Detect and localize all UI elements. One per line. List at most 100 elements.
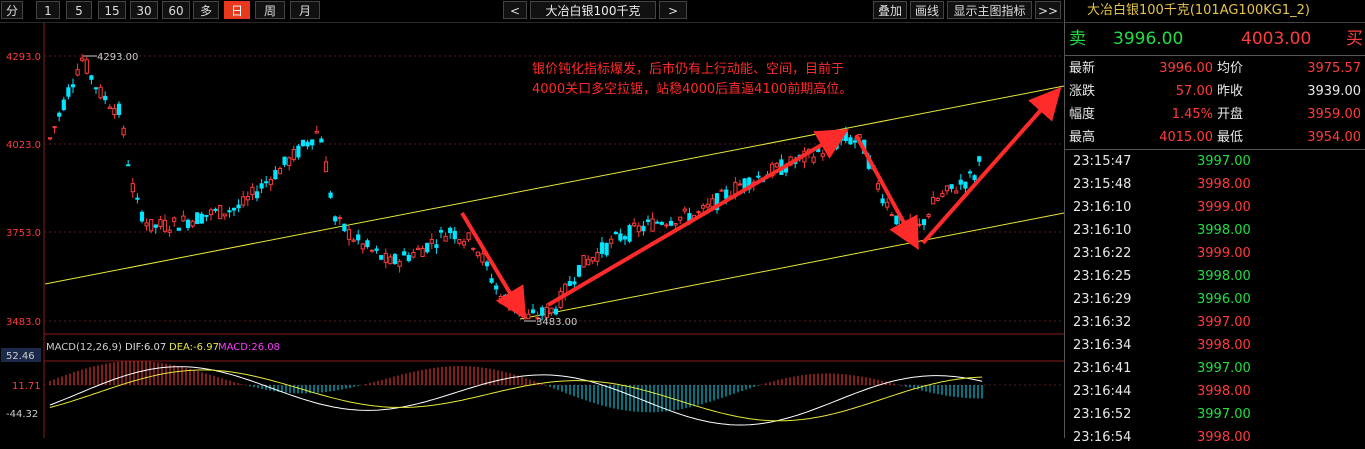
tick-price: 3998.00 xyxy=(1197,223,1251,238)
candle-body xyxy=(673,223,678,226)
candle-body xyxy=(379,255,384,260)
price-label-4293: 4293.0 xyxy=(6,52,41,63)
chart-canvas[interactable]: 4293.0 4023.0 3753.0 3483.0 4293.00 3483… xyxy=(0,23,1065,438)
stat-label: 最高 xyxy=(1069,130,1096,145)
show-main-indicator-button[interactable]: 显示主图指标 xyxy=(947,1,1032,19)
tick-price: 3997.00 xyxy=(1197,154,1251,169)
tick-row: 23:15:47 3997.00 xyxy=(1065,150,1365,173)
macd-dif-line xyxy=(49,366,983,426)
candle-body xyxy=(544,306,549,319)
candle-body xyxy=(967,171,973,174)
period-button-5min[interactable]: 5 xyxy=(66,1,92,19)
tick-time: 23:16:44 xyxy=(1073,384,1132,399)
more-button[interactable]: >> xyxy=(1035,1,1061,19)
candle-body xyxy=(319,138,324,143)
candle-body xyxy=(121,127,126,136)
candle-body xyxy=(158,219,163,227)
candle-body xyxy=(719,189,724,192)
quote-sidebar: 大冶白银100千克(101AG100KG1_2) 卖 3996.00 4003.… xyxy=(1064,0,1365,445)
candle-body xyxy=(250,186,255,196)
candle-body xyxy=(655,221,660,224)
candle-body xyxy=(521,312,526,316)
candle-body xyxy=(374,248,379,251)
period-button-day[interactable]: 日 xyxy=(224,1,250,19)
stat-label: 最新 xyxy=(1069,61,1096,76)
tick-price: 3997.00 xyxy=(1197,315,1251,330)
candle-body xyxy=(397,260,402,267)
period-button-1min[interactable]: 1 xyxy=(36,1,60,19)
upper-trendline xyxy=(44,85,1065,285)
macd-legend-name: MACD(12,26,9) xyxy=(46,342,122,353)
instrument-title: 大冶白银100千克(101AG100KG1_2) xyxy=(1065,0,1365,23)
stat-value: 3975.57 xyxy=(1307,61,1361,76)
candle-body xyxy=(167,229,172,233)
candle-body xyxy=(839,136,844,141)
candle-body xyxy=(70,84,76,88)
candle-body xyxy=(507,303,513,311)
candle-body xyxy=(425,242,430,253)
candle-body xyxy=(190,220,195,227)
candle-body xyxy=(659,222,664,225)
macd-axis-label-mid: 11.71 xyxy=(12,381,41,392)
candle-body xyxy=(958,179,963,185)
candlestick-chart[interactable]: 4293.0 4023.0 3753.0 3483.0 4293.00 3483… xyxy=(0,23,1065,438)
period-button-tick[interactable]: 分 xyxy=(1,1,23,19)
period-button-multi[interactable]: 多 xyxy=(193,1,219,19)
buy-price: 4003.00 xyxy=(1241,29,1312,49)
candle-body xyxy=(98,86,103,99)
tick-row: 23:16:44 3998.00 xyxy=(1065,380,1365,403)
stat-value: 4015.00 xyxy=(1159,130,1213,145)
candle-body xyxy=(89,75,94,80)
candle-body xyxy=(701,205,706,209)
candle-body xyxy=(576,265,582,277)
period-button-30min[interactable]: 30 xyxy=(130,1,158,19)
macd-macd-value: MACD:26.08 xyxy=(218,342,280,353)
candle-body xyxy=(287,157,292,167)
period-button-15min[interactable]: 15 xyxy=(98,1,126,19)
macd-histogram xyxy=(49,360,983,413)
candle-body xyxy=(365,240,370,248)
draw-line-button[interactable]: 画线 xyxy=(910,1,944,19)
next-symbol-button[interactable]: > xyxy=(659,1,687,19)
candle-body xyxy=(75,69,80,76)
candle-body xyxy=(222,213,227,217)
candle-body xyxy=(448,227,453,234)
candle-body xyxy=(218,205,223,220)
candle-body xyxy=(581,255,586,268)
candle-body xyxy=(618,233,623,241)
tick-time: 23:16:10 xyxy=(1073,200,1132,215)
candle-body xyxy=(917,223,922,226)
candle-body xyxy=(632,222,637,227)
candle-body xyxy=(530,309,536,314)
candle-body xyxy=(848,137,853,145)
symbol-title: 大冶白银100千克 xyxy=(530,1,656,19)
candle-body xyxy=(434,244,439,248)
candle-body xyxy=(84,59,89,74)
candle-body xyxy=(144,222,149,227)
candle-body xyxy=(461,241,467,246)
high-marker-label: 4293.00 xyxy=(97,52,138,63)
prev-symbol-button[interactable]: < xyxy=(503,1,527,19)
tick-list[interactable]: 23:15:47 3997.00 23:15:48 3998.00 23:16:10 39… xyxy=(1065,150,1365,449)
candle-body xyxy=(475,251,480,257)
candle-body xyxy=(811,156,816,163)
tick-time: 23:15:47 xyxy=(1073,154,1132,169)
candle-body xyxy=(613,231,618,235)
candle-body xyxy=(567,281,572,286)
overlay-button[interactable]: 叠加 xyxy=(873,1,907,19)
candle-body xyxy=(388,256,393,265)
candle-body xyxy=(443,235,448,242)
candle-body xyxy=(549,307,554,314)
candle-body xyxy=(737,183,743,186)
buy-label: 买 xyxy=(1346,29,1363,49)
stat-label: 开盘 xyxy=(1217,107,1244,122)
candle-body xyxy=(843,131,848,142)
period-button-60min[interactable]: 60 xyxy=(162,1,190,19)
period-button-month[interactable]: 月 xyxy=(290,1,320,19)
arrow-up-1 xyxy=(546,128,849,307)
period-button-week[interactable]: 周 xyxy=(255,1,285,19)
tick-time: 23:16:34 xyxy=(1073,338,1132,353)
tick-time: 23:16:29 xyxy=(1073,292,1132,307)
candle-body xyxy=(944,185,950,192)
candle-body xyxy=(162,219,168,232)
